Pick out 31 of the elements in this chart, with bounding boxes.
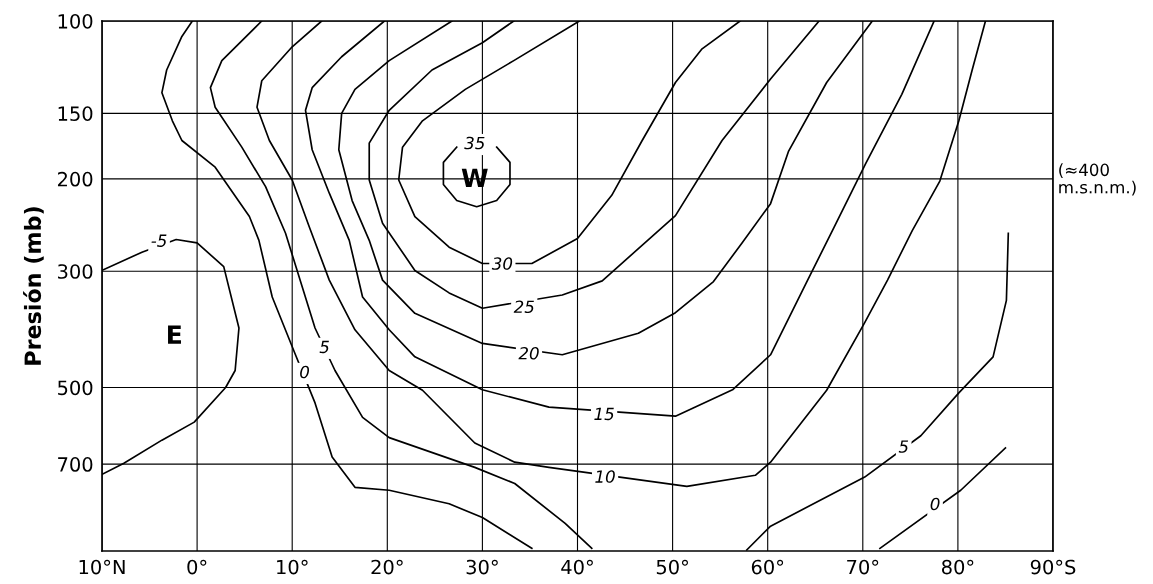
annotation: 5 bbox=[898, 440, 909, 453]
y-tick-label: 700 bbox=[58, 457, 93, 472]
annotation: -5 bbox=[151, 234, 167, 247]
annotation: 15 bbox=[594, 407, 614, 421]
x-tick-label: 10° bbox=[277, 559, 308, 575]
x-tick-label: 60° bbox=[751, 559, 784, 575]
annotation: 30 bbox=[491, 257, 513, 270]
x-tick-label: 70° bbox=[847, 559, 879, 575]
annotation: 20 bbox=[518, 346, 539, 360]
text: (≈400 m.s.n.m.) bbox=[1059, 163, 1136, 196]
x-tick-label: 90°S bbox=[1030, 559, 1076, 575]
x-tick-label: 40° bbox=[561, 559, 593, 575]
annotation: 0 bbox=[930, 497, 940, 511]
x-tick-label: 50° bbox=[656, 559, 688, 575]
x-tick-label: 20° bbox=[371, 559, 403, 575]
annotation: 10 bbox=[595, 470, 615, 483]
y-tick-label: 500 bbox=[58, 380, 93, 396]
y-tick-label: 150 bbox=[58, 106, 93, 121]
y-axis-title: Presión (mb) bbox=[23, 207, 44, 365]
annotation: 35 bbox=[464, 136, 485, 150]
x-tick-label: 0° bbox=[187, 559, 207, 575]
y-tick-label: 100 bbox=[58, 13, 93, 29]
x-tick-label: 80° bbox=[941, 559, 974, 575]
x-tick-label: 30° bbox=[466, 559, 498, 575]
annotation: 25 bbox=[513, 300, 534, 314]
annotation: 5 bbox=[319, 340, 329, 354]
y-tick-label: 200 bbox=[57, 171, 93, 187]
annotation: E bbox=[168, 325, 181, 344]
y-tick-label: 300 bbox=[58, 264, 93, 279]
x-tick-label: 10°N bbox=[79, 559, 125, 575]
annotation: 0 bbox=[300, 365, 310, 379]
